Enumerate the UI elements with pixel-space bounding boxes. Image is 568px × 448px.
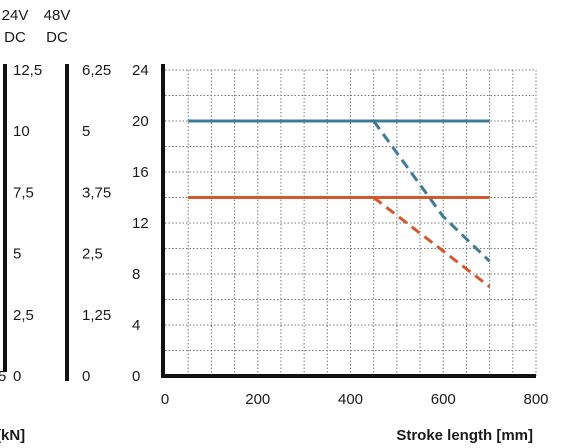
y-tick-label: 24 bbox=[132, 62, 149, 79]
x-tick-label: 0 bbox=[161, 391, 169, 408]
y-tick-label: 16 bbox=[132, 164, 149, 181]
x-axis-label: Stroke length [mm] bbox=[396, 427, 533, 444]
axis-48v-tick-label: 3,75 bbox=[82, 184, 111, 201]
x-tick-label: 800 bbox=[523, 391, 548, 408]
y-tick-label: 12 bbox=[132, 215, 149, 232]
axis-48v-tick-label: 1,25 bbox=[82, 307, 111, 324]
y-tick-label: 20 bbox=[132, 113, 149, 130]
axis-48v-tick-label: 0 bbox=[82, 368, 90, 385]
y-axis-unit-label: [kN] bbox=[0, 427, 25, 444]
axis-24v-tick-label: 0 bbox=[13, 368, 21, 385]
axis-48v-tick-label: 5 bbox=[82, 123, 90, 140]
series-0-dashed-line bbox=[372, 120, 491, 263]
y-tick-label: 8 bbox=[132, 266, 140, 283]
x-tick-label: 400 bbox=[338, 391, 363, 408]
x-tick-label: 600 bbox=[431, 391, 456, 408]
axis-48v-tick-label: 6,25 bbox=[82, 62, 111, 79]
series-1-dashed-line bbox=[372, 196, 491, 288]
x-tick-label: 200 bbox=[245, 391, 270, 408]
axis-24v-header-line1: 24V bbox=[2, 7, 29, 24]
axis-48v-header-line2: DC bbox=[46, 29, 68, 46]
axis-48v-tick-label: 2,5 bbox=[82, 246, 103, 263]
axis-24v-tick-label: 5 bbox=[13, 246, 21, 263]
axis-24v-tick-label: 12,5 bbox=[13, 62, 42, 79]
axis-24v-tick-label: 2,5 bbox=[13, 307, 34, 324]
y-tick-label: 4 bbox=[132, 317, 140, 334]
partial-axis-tick-label: 5 bbox=[0, 368, 6, 385]
axis-24v-header-line2: DC bbox=[4, 29, 26, 46]
axis-24v-tick-label: 7,5 bbox=[13, 184, 34, 201]
y-tick-label: 0 bbox=[132, 368, 140, 385]
axis-24v-tick-label: 10 bbox=[13, 123, 30, 140]
axis-48v-header-line1: 48V bbox=[44, 7, 71, 24]
